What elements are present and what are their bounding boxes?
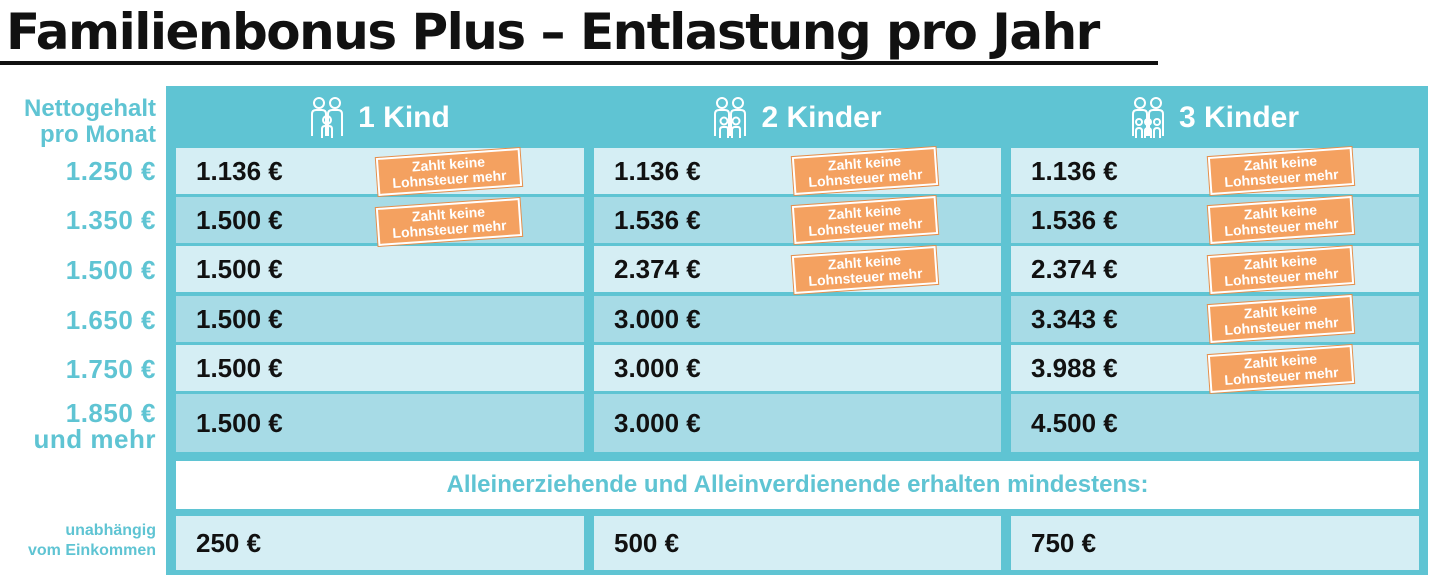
income-label-last: 1.850 € und mehr	[0, 400, 156, 452]
independent-label: unabhängig vom Einkommen	[0, 521, 156, 561]
family-two-children-icon	[714, 97, 747, 138]
income-label: 1.350 €	[65, 205, 156, 235]
table-cell: 1.500 €	[176, 296, 584, 342]
income-header-line2: pro Monat	[40, 121, 156, 148]
income-header-line1: Nettogehalt	[24, 95, 156, 122]
table-cell: 1.500 €	[176, 345, 584, 391]
family-three-children-icon	[1131, 97, 1164, 138]
column-header-label: 3 Kinder	[1178, 101, 1300, 134]
income-label: 1.850 €	[65, 398, 156, 428]
table-cell: 3.000 €	[594, 345, 1001, 391]
stamp-line2: Lohnsteuer mehr	[1223, 364, 1340, 388]
independent-label-line1: unabhängig	[65, 522, 156, 539]
table-cell: 4.500 €	[1011, 394, 1419, 452]
stamp-line2: Lohnsteuer mehr	[391, 217, 508, 241]
table-cell: 3.000 €	[594, 394, 1001, 452]
income-suffix: und mehr	[33, 424, 156, 454]
column-header-3-kinder: 3 Kinder	[1011, 92, 1419, 144]
minimum-cell: 250 €	[176, 516, 584, 570]
stamp-line2: Lohnsteuer mehr	[807, 166, 924, 190]
minimum-cell: 750 €	[1011, 516, 1419, 570]
stamp-line2: Lohnsteuer mehr	[1223, 166, 1340, 190]
column-header-2-kinder: 2 Kinder	[594, 92, 1001, 144]
table-cell: 3.000 €	[594, 296, 1001, 342]
title-underline	[0, 61, 1158, 65]
table-cell: 1.500 €	[176, 394, 584, 452]
stamp-line2: Lohnsteuer mehr	[1223, 314, 1340, 338]
income-label: 1.750 €	[65, 354, 156, 384]
stamp-line2: Lohnsteuer mehr	[391, 167, 508, 191]
income-label: 1.500 €	[65, 255, 156, 285]
independent-label-line2: vom Einkommen	[27, 542, 156, 559]
income-label: 1.250 €	[65, 156, 156, 186]
family-one-child-icon	[311, 97, 344, 138]
stamp-line2: Lohnsteuer mehr	[807, 265, 924, 289]
stamp-line2: Lohnsteuer mehr	[1223, 215, 1340, 239]
column-header-1-kind: 1 Kind	[176, 92, 584, 144]
income-header: Nettogehalt pro Monat	[0, 96, 156, 148]
page-title: Familienbonus Plus – Entlastung pro Jahr	[6, 3, 1100, 61]
stamp-line2: Lohnsteuer mehr	[807, 215, 924, 239]
single-parent-banner: Alleinerziehende und Alleinverdienende e…	[176, 461, 1419, 509]
table-cell: 1.500 €	[176, 246, 584, 292]
stamp-line2: Lohnsteuer mehr	[1223, 265, 1340, 289]
column-header-label: 2 Kinder	[761, 101, 882, 134]
income-label: 1.650 €	[65, 305, 156, 335]
column-header-label: 1 Kind	[358, 101, 450, 134]
minimum-cell: 500 €	[594, 516, 1001, 570]
